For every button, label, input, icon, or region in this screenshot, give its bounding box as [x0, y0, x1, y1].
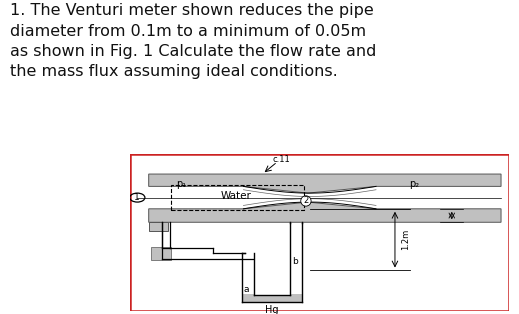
Text: c.11: c.11 — [272, 155, 290, 164]
Text: 1. The Venturi meter shown reduces the pipe
diameter from 0.1m to a minimum of 0: 1. The Venturi meter shown reduces the p… — [10, 3, 377, 79]
Text: 1: 1 — [134, 193, 140, 202]
Bar — [151, 247, 171, 260]
Bar — [171, 185, 304, 210]
Text: Hg: Hg — [265, 305, 279, 314]
Polygon shape — [148, 202, 501, 222]
Text: p₁: p₁ — [176, 179, 186, 189]
Polygon shape — [148, 174, 501, 193]
Bar — [254, 254, 290, 295]
Text: b: b — [292, 257, 298, 266]
Text: p₂: p₂ — [409, 179, 419, 189]
Text: 2: 2 — [303, 197, 309, 205]
Polygon shape — [241, 294, 302, 302]
Text: 1.2m: 1.2m — [401, 229, 409, 250]
Text: a: a — [243, 284, 249, 294]
Text: Water: Water — [221, 192, 251, 202]
Bar — [148, 222, 168, 231]
